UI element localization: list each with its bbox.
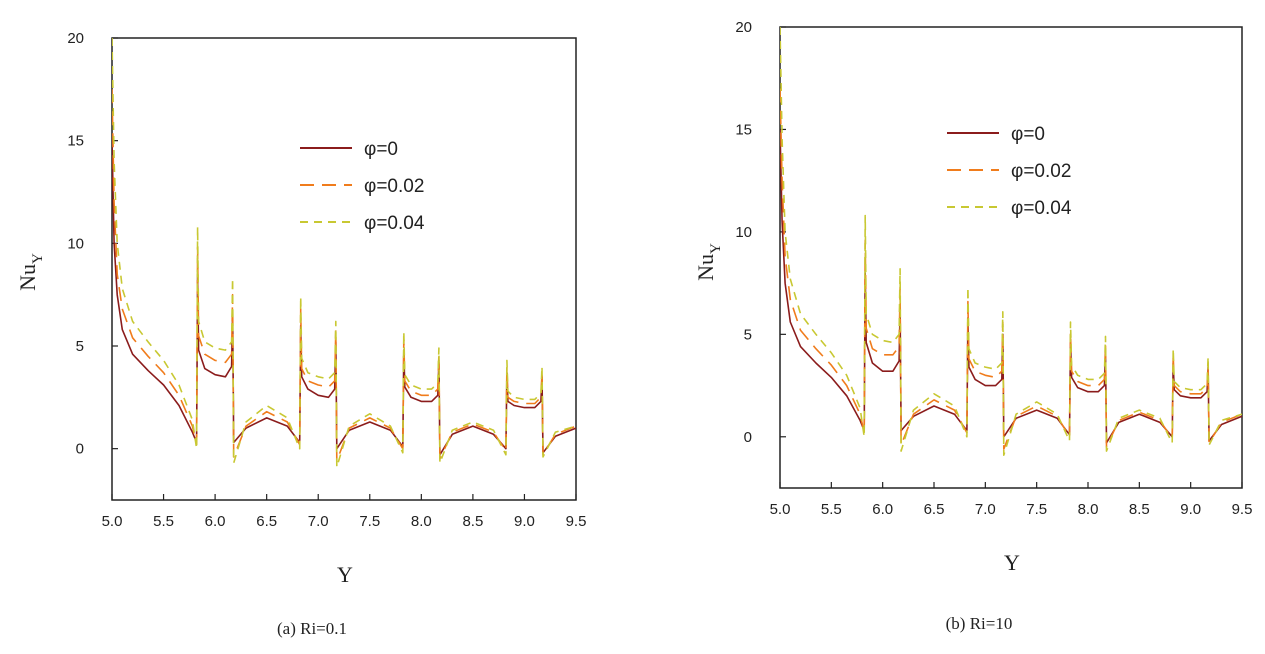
x-tick-label: 7.5	[1026, 501, 1047, 518]
legend-label-phi0: φ=0	[1011, 124, 1045, 145]
y-tick-label: 5	[744, 326, 752, 343]
y-axis-title: NuY	[15, 253, 46, 291]
y-tick-label: 15	[67, 133, 84, 150]
y-tick-label: 10	[67, 235, 84, 252]
x-tick-label: 7.5	[359, 513, 380, 530]
x-tick-label: 7.0	[975, 501, 996, 518]
y-axis-title: NuY	[693, 243, 724, 281]
legend-label-phi002: φ=0.02	[1011, 161, 1071, 182]
x-tick-label: 9.5	[1232, 501, 1253, 518]
x-tick-label: 7.0	[308, 513, 329, 530]
x-tick-label: 6.0	[872, 501, 893, 518]
chart-b: 5.0 5.5 6.0 6.5 7.0 7.5 8.0 8.5 9.0 9.505101520YN…	[693, 19, 1253, 633]
plot-frame	[779, 26, 1243, 489]
chart-caption: (b) Ri=10	[946, 614, 1013, 633]
series-line-phi004	[780, 27, 1242, 456]
y-tick-label: 0	[744, 429, 752, 446]
x-tick-label: 9.5	[566, 513, 587, 530]
y-tick-label: 20	[735, 19, 752, 36]
y-tick-label: 15	[735, 121, 752, 138]
x-tick-label: 5.0	[102, 513, 123, 530]
legend-label-phi004: φ=0.04	[364, 213, 425, 234]
chart-caption: (a) Ri=0.1	[277, 619, 347, 638]
series-line-phi002	[112, 89, 576, 462]
x-tick-label: 8.5	[1129, 501, 1150, 518]
x-tick-label: 9.0	[1180, 501, 1201, 518]
x-tick-label: 5.5	[153, 513, 174, 530]
legend-label-phi0: φ=0	[364, 139, 398, 160]
y-tick-label: 5	[76, 338, 84, 355]
series-line-phi0	[112, 140, 576, 456]
plot-frame	[111, 37, 577, 501]
y-axis-title-main: Nu	[15, 264, 40, 291]
x-tick-label: 8.0	[411, 513, 432, 530]
chart-a: 5.0 5.5 6.0 6.5 7.0 7.5 8.0 8.5 9.0 9.505101520YN…	[15, 30, 587, 638]
x-axis-title: Y	[1004, 550, 1020, 575]
x-tick-label: 8.0	[1078, 501, 1099, 518]
x-tick-label: 9.0	[514, 513, 535, 530]
y-axis-title-subscript: Y	[708, 243, 724, 254]
chart-panel-b: 5.0 5.5 6.0 6.5 7.0 7.5 8.0 8.5 9.0 9.5 0 5 10 15 20 Y N…	[632, 0, 1265, 649]
x-tick-label: 5.5	[821, 501, 842, 518]
legend-label-phi002: φ=0.02	[364, 176, 424, 197]
y-axis-title-subscript: Y	[30, 253, 46, 264]
chart-panel-a: 5.0 5.5 6.0 6.5 7.0 7.5 8.0 8.5 9.0 9.5 0 5 10 15 20 Y N…	[0, 0, 632, 649]
x-axis-title: Y	[337, 562, 353, 587]
x-tick-label: 8.5	[462, 513, 483, 530]
y-tick-label: 20	[67, 30, 84, 47]
x-tick-label: 6.5	[256, 513, 277, 530]
legend-label-phi004: φ=0.04	[1011, 198, 1072, 219]
y-tick-label: 10	[735, 224, 752, 241]
x-tick-label: 6.0	[205, 513, 226, 530]
x-tick-label: 5.0	[770, 501, 791, 518]
y-tick-label: 0	[76, 441, 84, 458]
series-line-phi004	[112, 38, 576, 468]
y-axis-title-main: Nu	[693, 254, 718, 281]
x-tick-label: 6.5	[924, 501, 945, 518]
